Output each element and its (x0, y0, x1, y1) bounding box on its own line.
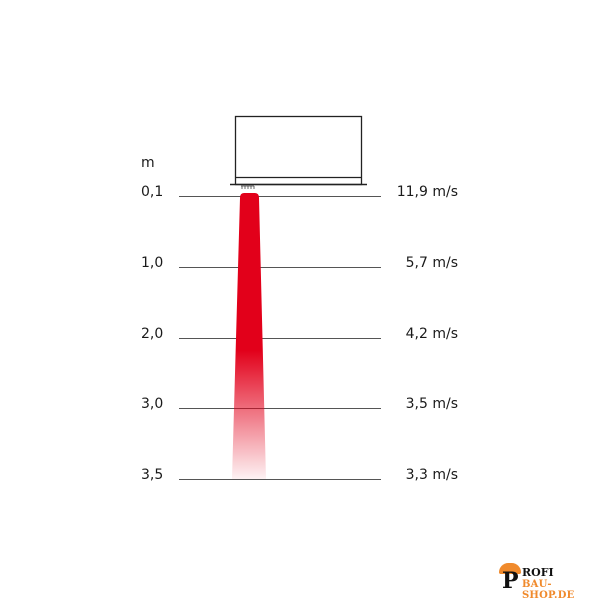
distance-label: 3,0 (141, 396, 164, 412)
speed-label: 3,5 m/s (405, 396, 458, 412)
hard-hat-icon (499, 563, 521, 574)
distance-label: 1,0 (141, 255, 164, 271)
speed-label: 3,3 m/s (405, 467, 458, 483)
profi-bau-shop-logo: P ROFI BAU-SHOP.DE (496, 560, 596, 600)
speed-label: 11,9 m/s (396, 184, 458, 200)
distance-label: 0,1 (141, 184, 164, 200)
air-stream-beam (232, 193, 266, 479)
speed-label: 5,7 m/s (405, 255, 458, 271)
distance-label: 3,5 (141, 467, 164, 483)
unit-label: m (141, 155, 155, 171)
distance-label: 2,0 (141, 326, 164, 342)
heater-unit (230, 115, 367, 189)
speed-label: 4,2 m/s (405, 326, 458, 342)
